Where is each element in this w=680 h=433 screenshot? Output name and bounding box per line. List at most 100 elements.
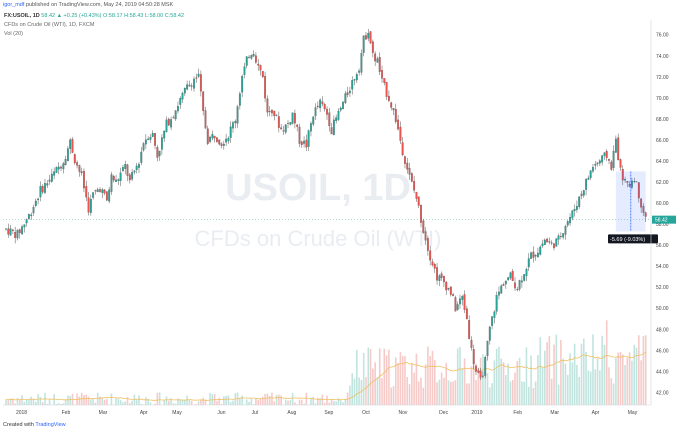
volume-bar [624, 365, 626, 405]
candle-body [335, 117, 338, 121]
volume-bar [429, 356, 431, 405]
candle-body [592, 167, 594, 172]
candle-body [346, 92, 349, 95]
candle-body [119, 172, 122, 181]
volume-bar [158, 392, 161, 405]
candle-body [293, 113, 296, 124]
candle-body [142, 143, 145, 151]
candle-body [520, 280, 523, 283]
volume-bar [578, 376, 581, 405]
candle-body [376, 58, 379, 63]
volume-bar [87, 396, 90, 405]
candle-body [534, 255, 537, 257]
y-tick-label: 60.00 [656, 201, 669, 207]
volume-bar [621, 354, 624, 405]
candle-body [238, 93, 241, 106]
volume-bar [587, 370, 590, 405]
volume-bar [266, 393, 269, 405]
candle-body [596, 162, 599, 165]
volume-bar [555, 334, 558, 405]
volume-bar [41, 402, 44, 405]
volume-bar [576, 364, 578, 405]
ohlc-values: 58.42 ▲ +0.25 (+0.43%) O:58.17 H:58.43 L… [41, 13, 185, 19]
volume-bar [227, 395, 230, 405]
candle-body [397, 119, 400, 130]
volume-bar [351, 373, 354, 405]
candle-body [110, 174, 113, 192]
candle-body [436, 267, 438, 281]
volume-bar [92, 399, 94, 405]
volume-bar [145, 397, 147, 405]
candle-body [37, 198, 40, 201]
author-link[interactable]: igor_mdf [3, 2, 25, 8]
candle-body [378, 56, 381, 72]
volume-bar [154, 403, 156, 405]
volume-bar [126, 397, 129, 405]
volume-bar [163, 400, 166, 405]
volume-bar [640, 360, 642, 405]
measure-label-bg [608, 234, 658, 244]
volume-bar [257, 399, 260, 405]
symbol-label[interactable]: FX:USOIL, 1D [4, 13, 40, 19]
volume-bar [415, 353, 418, 405]
candle-body [358, 70, 361, 73]
volume-bar [537, 355, 539, 405]
candle-body [488, 326, 491, 341]
candle-body [608, 159, 610, 161]
candle-body [328, 112, 331, 127]
candle-body [261, 71, 264, 78]
volume-bar [509, 381, 512, 405]
candle-body [160, 137, 163, 150]
volume-bar [216, 401, 218, 405]
volume-bar [294, 402, 296, 405]
candle-body [64, 159, 67, 166]
candle-body [234, 121, 237, 124]
volume-bar [250, 398, 253, 405]
volume-bar [195, 403, 198, 405]
volume-bar [259, 398, 262, 405]
volume-bar [317, 397, 319, 405]
volume-bar [376, 377, 379, 405]
volume-bar [514, 372, 516, 405]
candle-body [7, 228, 10, 235]
volume-bar [530, 355, 532, 405]
candle-body [369, 31, 372, 44]
volume-bar [404, 356, 406, 405]
volume-bar [39, 396, 42, 405]
tradingview-logo[interactable]: TradingView [35, 422, 66, 428]
candle-body [484, 357, 487, 376]
y-tick-label: 58.00 [656, 222, 669, 228]
volume-bar [241, 395, 243, 405]
measure-tool[interactable]: -5.69 (-9.03%) [608, 171, 658, 244]
candle-body [429, 250, 432, 261]
volume-bar [580, 343, 583, 405]
candle-body [222, 143, 225, 146]
candle-body [312, 116, 315, 125]
candle-body [101, 189, 104, 193]
candle-body [232, 122, 234, 129]
candle-body [465, 308, 468, 320]
volume-bar [252, 404, 255, 405]
footer-text: Created with [3, 422, 34, 428]
volume-bar [507, 363, 509, 405]
volume-bar [532, 387, 535, 405]
volume-bar [388, 349, 390, 405]
candle-body [463, 294, 466, 310]
candle-body [126, 164, 129, 176]
candle-body [316, 105, 319, 107]
volume-bar [424, 364, 427, 405]
volume-bar [372, 368, 374, 405]
volume-bar [644, 335, 647, 405]
candle-body [282, 130, 285, 132]
volume-bar [273, 401, 276, 405]
candle-body [248, 56, 250, 58]
volume-bar [202, 397, 204, 405]
volume-bar [229, 402, 232, 405]
volume-bar [642, 335, 645, 405]
volume-bar [117, 398, 120, 405]
candle-body [546, 238, 549, 243]
candle-body [417, 196, 420, 206]
volume-bar [261, 396, 264, 405]
candle-body [128, 174, 131, 181]
